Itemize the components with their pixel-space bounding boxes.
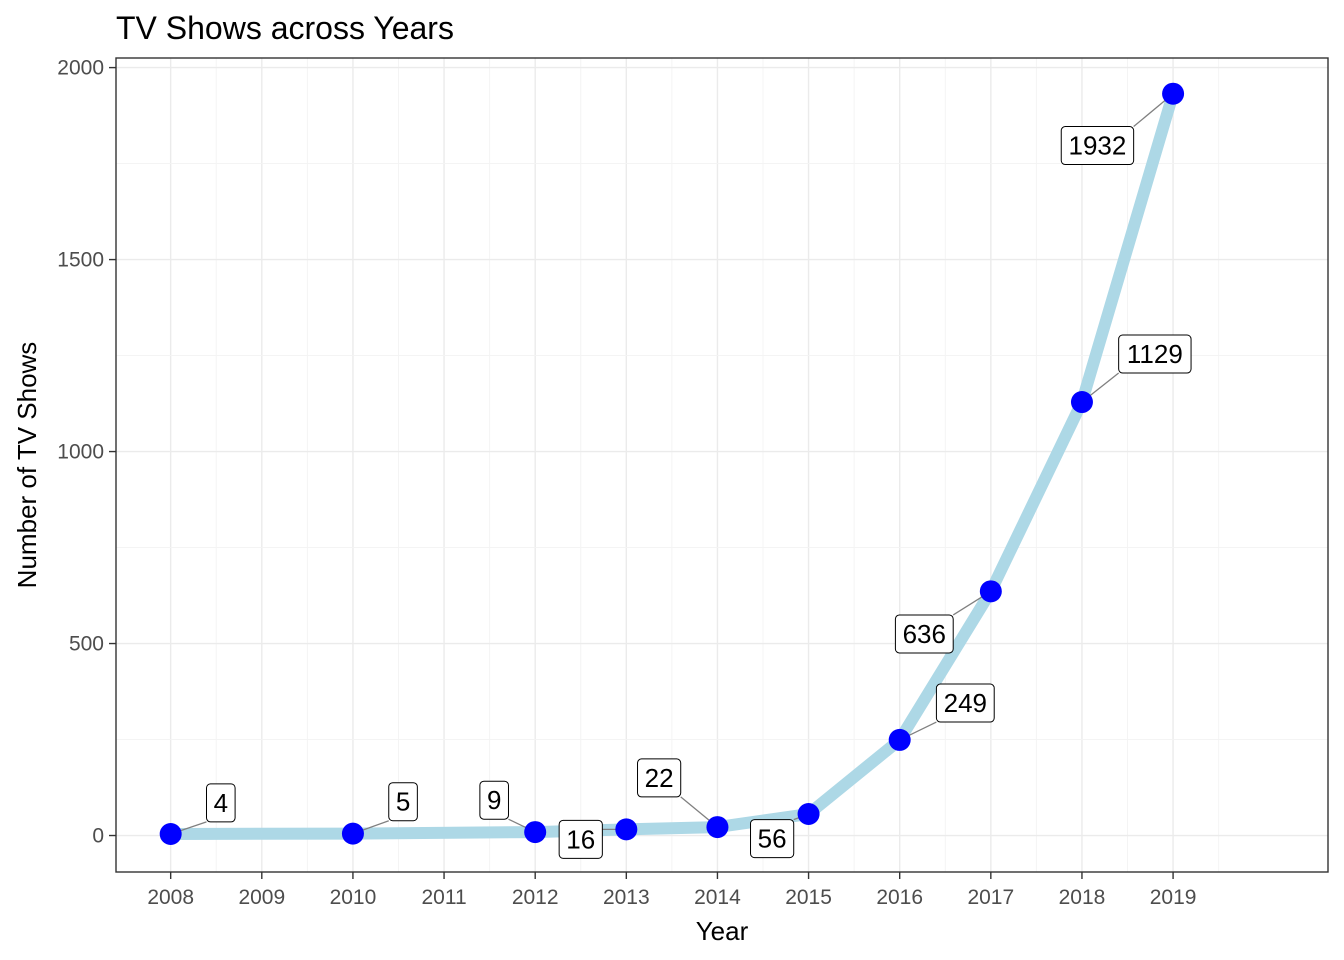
data-point (341, 822, 364, 845)
data-point (524, 821, 547, 844)
x-tick-label: 2008 (147, 886, 194, 909)
x-tick-label: 2010 (330, 886, 377, 909)
data-label: 16 (566, 824, 595, 854)
data-label: 22 (645, 763, 674, 793)
data-label-box (1118, 334, 1192, 374)
x-tick-label: 2017 (967, 886, 1014, 909)
x-tick-label: 2014 (694, 886, 741, 909)
chart-title: TV Shows across Years (116, 10, 454, 46)
x-tick-label: 2012 (512, 886, 559, 909)
data-point (1070, 391, 1093, 414)
data-labels: 4 5 9 16 22 56 249 636 1129 1932 (205, 126, 1192, 859)
data-label: 4 (214, 788, 228, 818)
data-point (159, 822, 182, 845)
data-label: 56 (758, 824, 787, 854)
data-point (1162, 82, 1185, 105)
x-tick-label: 2016 (876, 886, 923, 909)
data-label-box (1060, 126, 1135, 166)
y-axis: 0 500 1000 1500 2000 (57, 57, 116, 848)
panel-border (115, 57, 1329, 873)
data-point (706, 816, 729, 839)
y-tick-label: 0 (92, 825, 104, 848)
data-point (797, 803, 820, 826)
data-label-box (558, 819, 603, 859)
data-label-box (388, 782, 418, 822)
x-tick-label: 2018 (1059, 886, 1106, 909)
data-label-box (935, 683, 995, 723)
data-label: 636 (903, 619, 946, 649)
y-tick-label: 1500 (57, 249, 104, 272)
x-tick-label: 2011 (421, 886, 466, 909)
x-tick-label: 2015 (785, 886, 832, 909)
data-label: 1129 (1127, 339, 1183, 369)
data-point (615, 818, 638, 841)
grid (116, 58, 1328, 872)
x-axis: 2008 2009 2010 2011 2012 2013 2014 2015 2016 2017… (147, 872, 1196, 909)
data-label-box (894, 614, 954, 654)
x-tick-label: 2013 (603, 886, 650, 909)
data-label-box (637, 758, 682, 798)
data-point (888, 728, 911, 751)
data-label: 5 (396, 787, 410, 817)
data-label-box (205, 783, 236, 823)
data-label: 9 (487, 785, 501, 815)
data-label: 1932 (1069, 131, 1127, 161)
y-axis-title: Number of TV Shows (12, 342, 42, 589)
data-points (159, 82, 1185, 845)
x-tick-label: 2009 (238, 886, 285, 909)
x-axis-title: Year (696, 916, 749, 946)
y-tick-label: 500 (69, 633, 104, 656)
data-label-box (479, 780, 509, 820)
x-tick-label: 2019 (1150, 886, 1197, 909)
y-tick-label: 2000 (57, 57, 104, 80)
y-tick-label: 1000 (57, 441, 104, 464)
data-label: 249 (944, 688, 987, 718)
data-point (979, 580, 1002, 603)
data-label-box (750, 819, 795, 859)
